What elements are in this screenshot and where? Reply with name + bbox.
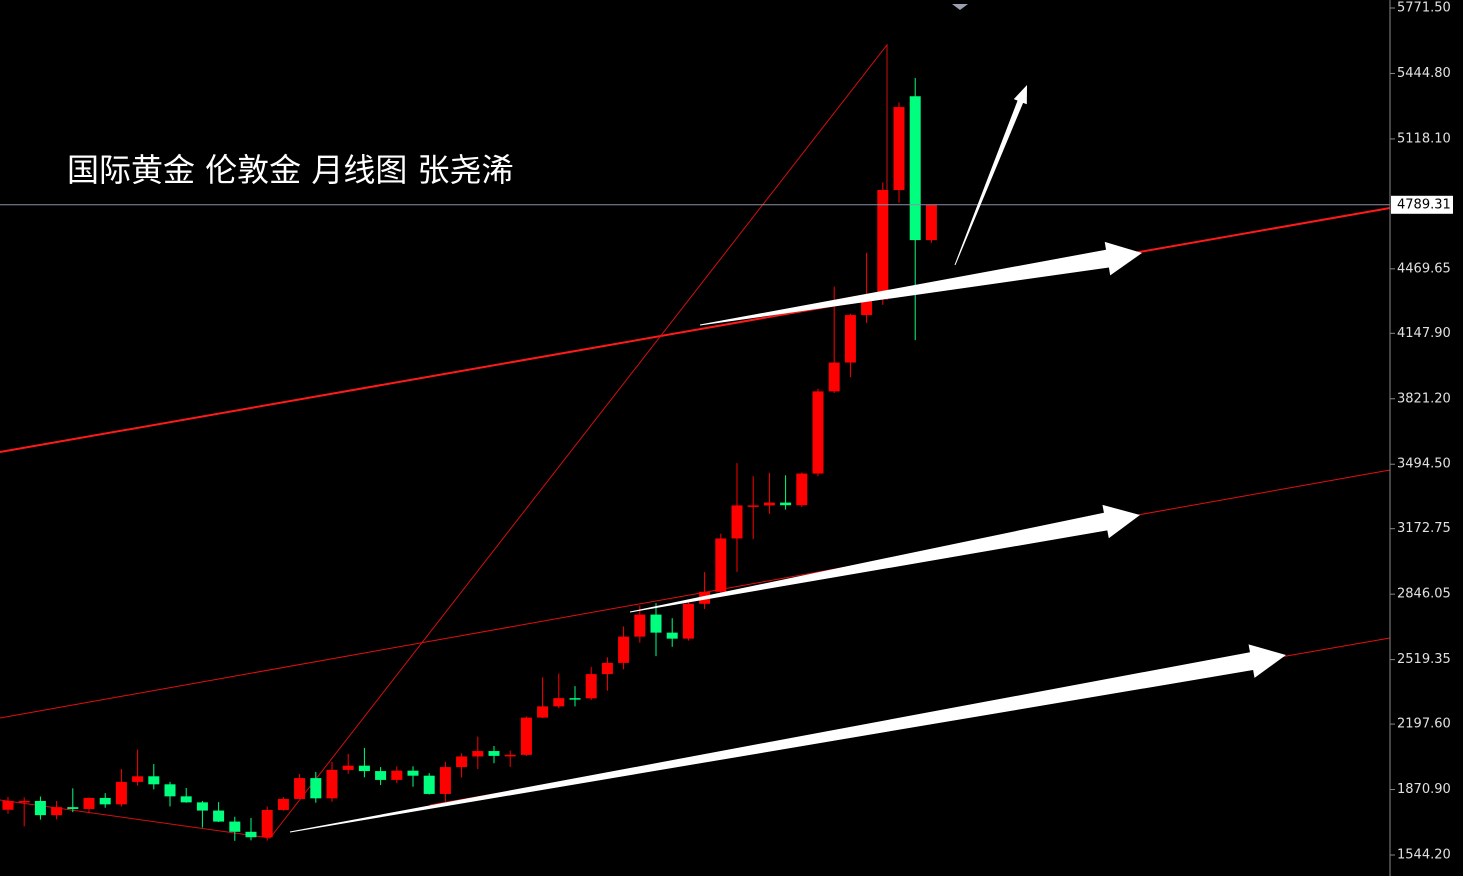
candle-body	[51, 807, 63, 816]
candle-body	[326, 769, 338, 799]
candle-body	[196, 802, 208, 811]
candle-body	[132, 776, 144, 782]
candle-body	[277, 798, 289, 810]
candle-body	[164, 784, 176, 797]
candle-body	[828, 362, 840, 392]
annotations	[0, 0, 1391, 876]
candle-body	[909, 96, 921, 241]
candle-body	[310, 778, 322, 799]
candle-body	[213, 810, 225, 822]
candle-body	[67, 807, 79, 809]
chart-title: 国际黄金 伦敦金 月线图 张尧浠	[67, 151, 514, 189]
trend-line	[0, 43, 888, 839]
candle-body	[618, 636, 630, 663]
candle-body	[18, 800, 30, 803]
candle-body	[812, 391, 824, 474]
candle-body	[375, 771, 387, 780]
candle-body	[650, 614, 662, 633]
candle-body	[666, 632, 678, 639]
y-tick-label: 5771.50	[1397, 0, 1451, 15]
candle-body	[456, 756, 468, 768]
candle-body	[747, 505, 759, 507]
arrow	[699, 241, 1142, 326]
candle-body	[180, 796, 192, 803]
arrow	[954, 85, 1027, 266]
candle-body	[520, 717, 532, 755]
candle-body	[294, 778, 306, 799]
last-price-label: 4789.31	[1397, 197, 1451, 212]
y-tick-label: 4147.90	[1397, 326, 1451, 341]
candle-body	[780, 502, 792, 506]
candle-body	[634, 614, 646, 637]
y-tick-label: 4469.65	[1397, 261, 1451, 276]
candle-body	[537, 706, 549, 718]
last-price-box	[1391, 195, 1453, 214]
candle-body	[553, 698, 565, 707]
y-tick-label: 3172.75	[1397, 521, 1451, 536]
candle-body	[731, 505, 743, 539]
candle-body	[601, 662, 613, 675]
y-tick-label: 1870.90	[1397, 782, 1451, 797]
y-tick-label: 5444.80	[1397, 66, 1451, 81]
y-tick-label: 3494.50	[1397, 457, 1451, 472]
trend-line	[0, 207, 1391, 453]
candle-body	[472, 751, 484, 757]
candle-body	[682, 603, 694, 639]
candle-body	[488, 751, 500, 756]
candle-body	[2, 800, 14, 810]
candle-body	[423, 775, 435, 794]
candle-body	[844, 315, 856, 363]
candle-body	[83, 797, 95, 809]
arrow	[629, 504, 1140, 613]
candle-body	[99, 797, 111, 805]
candle-body	[877, 190, 889, 300]
y-tick-label: 3821.20	[1397, 391, 1451, 406]
candle-body	[34, 800, 46, 816]
y-tick-label: 2519.35	[1397, 652, 1451, 667]
candle-body	[358, 765, 370, 772]
candle-body	[715, 538, 727, 592]
candle-body	[261, 809, 273, 838]
candle-body	[148, 776, 160, 785]
candle-body	[893, 107, 905, 191]
candle-body	[569, 698, 581, 700]
candle-body	[115, 781, 127, 805]
candle-body	[342, 765, 354, 770]
trend-line	[0, 469, 1391, 719]
y-tick-label: 5118.10	[1397, 131, 1451, 146]
candle-body	[504, 754, 516, 757]
arrow	[289, 644, 1287, 833]
candle-body	[407, 770, 419, 776]
y-tick-label: 1544.20	[1397, 848, 1451, 863]
candle-body	[763, 502, 775, 506]
candle-body	[245, 831, 257, 838]
candle-body	[925, 204, 937, 241]
candle-body	[585, 674, 597, 699]
candle-body	[229, 821, 241, 832]
candle-body	[796, 473, 808, 506]
candle-body	[439, 767, 451, 794]
y-tick-label: 2197.60	[1397, 717, 1451, 732]
y-tick-label: 2846.05	[1397, 587, 1451, 602]
marker	[952, 4, 968, 10]
candle-body	[391, 770, 403, 780]
candle-body	[861, 299, 873, 316]
